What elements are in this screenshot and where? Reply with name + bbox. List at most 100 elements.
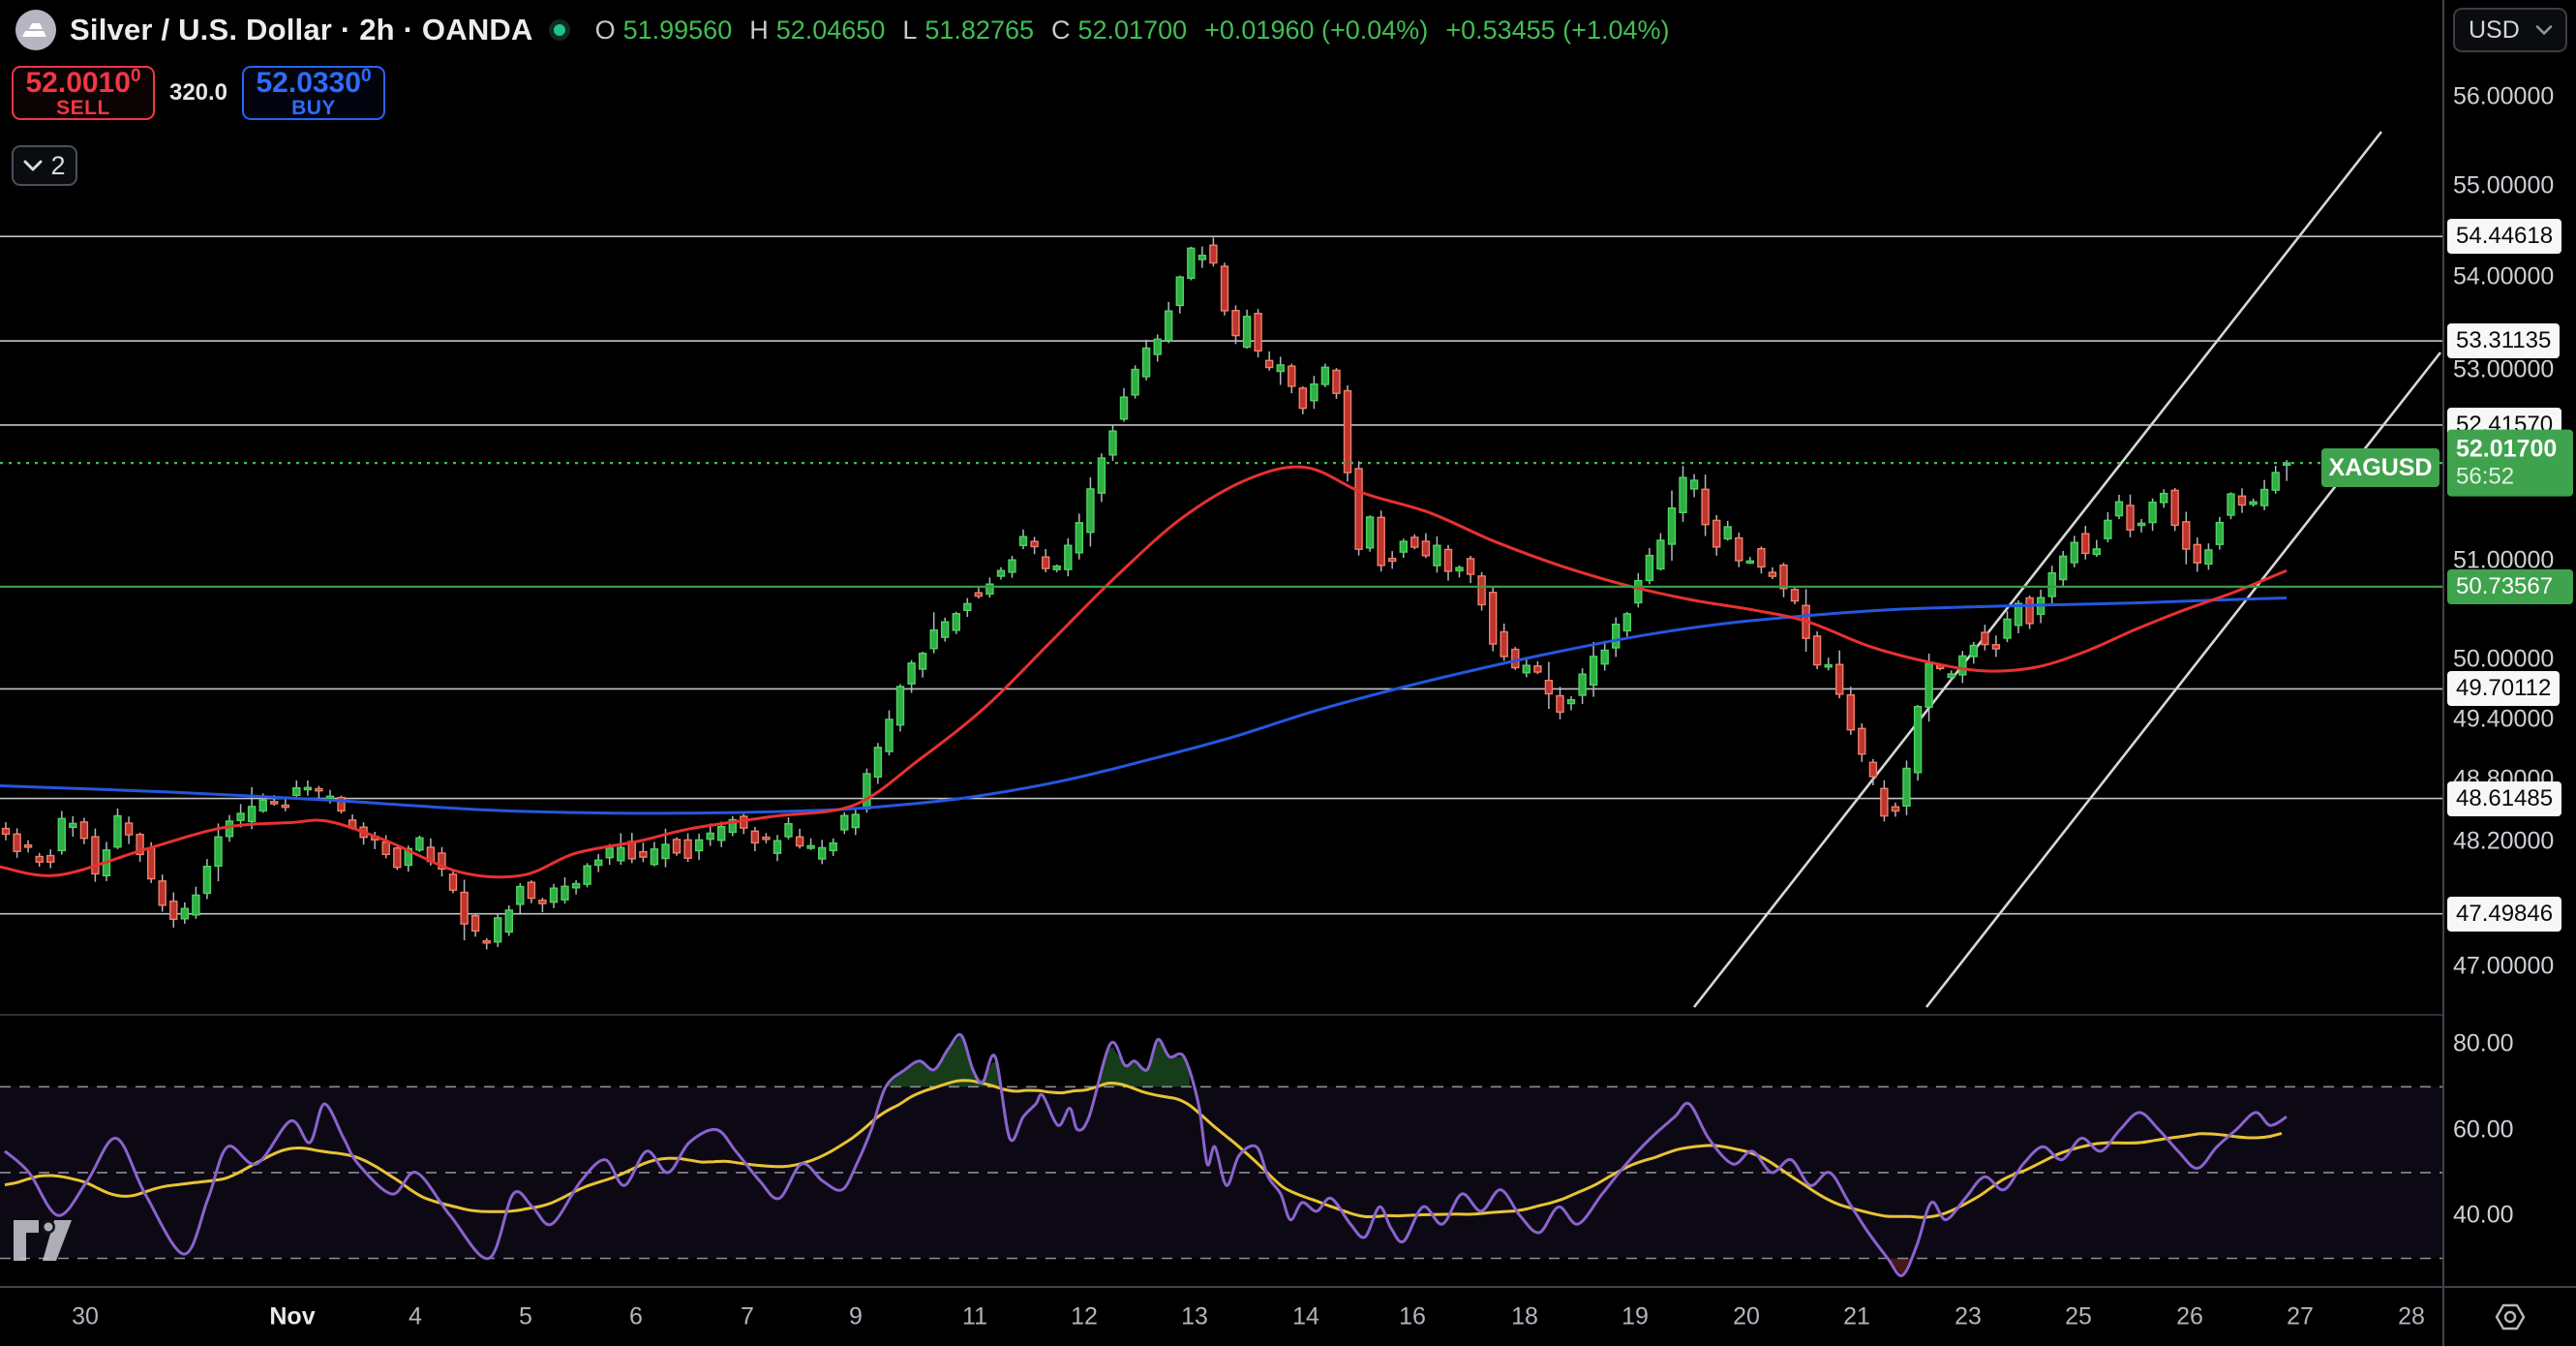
candle-down[interactable] <box>2237 495 2247 506</box>
candle-up[interactable] <box>1119 396 1129 420</box>
candle-down[interactable] <box>683 839 692 859</box>
candle-up[interactable] <box>1902 767 1911 807</box>
candle-up[interactable] <box>549 887 559 903</box>
candle-down[interactable] <box>13 833 21 852</box>
candle-up[interactable] <box>292 786 301 796</box>
candle-up[interactable] <box>2047 572 2056 597</box>
candle-up[interactable] <box>1913 706 1923 774</box>
candle-down[interactable] <box>270 801 279 805</box>
currency-selector[interactable]: USD <box>2453 8 2567 52</box>
candle-down[interactable] <box>393 847 402 869</box>
candle-up[interactable] <box>594 859 603 867</box>
candle-down[interactable] <box>1701 488 1710 526</box>
candle-up[interactable] <box>1645 554 1654 582</box>
price-level-badge[interactable]: 54.44618 <box>2447 219 2562 254</box>
candle-down[interactable] <box>1354 468 1363 550</box>
candle-up[interactable] <box>1320 366 1330 385</box>
candle-up[interactable] <box>650 848 659 866</box>
candle-up[interactable] <box>1824 663 1833 668</box>
candle-down[interactable] <box>1254 313 1262 352</box>
candle-down[interactable] <box>470 915 480 933</box>
candle-up[interactable] <box>929 629 938 650</box>
candle-down[interactable] <box>1041 556 1050 569</box>
candle-up[interactable] <box>661 843 670 860</box>
candle-down[interactable] <box>1288 365 1296 387</box>
candle-up[interactable] <box>1175 276 1185 307</box>
candle-up[interactable] <box>694 839 704 852</box>
candle-up[interactable] <box>1969 644 1979 658</box>
candle-up[interactable] <box>717 826 726 841</box>
candle-down[interactable] <box>1544 680 1554 695</box>
candle-down[interactable] <box>538 900 547 904</box>
candle-down[interactable] <box>136 834 144 856</box>
candle-up[interactable] <box>2114 501 2124 517</box>
candle-up[interactable] <box>2092 548 2102 556</box>
candle-down[interactable] <box>1533 665 1542 673</box>
candle-down[interactable] <box>482 939 491 944</box>
candle-up[interactable] <box>1365 516 1375 549</box>
candle-down[interactable] <box>35 855 44 863</box>
candle-up[interactable] <box>113 814 122 848</box>
candle-up[interactable] <box>2227 493 2235 516</box>
candle-up[interactable] <box>1723 526 1732 540</box>
candle-up[interactable] <box>1566 699 1576 705</box>
candle-up[interactable] <box>1153 338 1162 355</box>
rsi-line[interactable] <box>4 1032 2288 1277</box>
candle-down[interactable] <box>1511 648 1520 669</box>
candle-up[interactable] <box>617 846 625 862</box>
candle-up[interactable] <box>728 818 737 834</box>
candle-up[interactable] <box>1634 579 1643 604</box>
candle-up[interactable] <box>1924 662 1933 708</box>
candle-up[interactable] <box>985 583 994 596</box>
candle-up[interactable] <box>2204 549 2213 566</box>
candle-up[interactable] <box>180 907 190 920</box>
candle-down[interactable] <box>1030 540 1039 548</box>
candle-down[interactable] <box>2081 533 2090 555</box>
candle-up[interactable] <box>415 837 424 851</box>
candle-down[interactable] <box>381 841 390 856</box>
price-axis[interactable]: 56.00000 55.00000 54.44618 54.00000 53.31135… <box>2444 0 2576 1286</box>
trendline[interactable] <box>1692 131 2383 1008</box>
candle-down[interactable] <box>1343 389 1352 474</box>
candle-up[interactable] <box>1399 540 1409 553</box>
candle-down[interactable] <box>2170 489 2179 527</box>
candle-up[interactable] <box>1679 476 1687 514</box>
candle-down[interactable] <box>1991 644 2001 650</box>
symbol-price-line-label[interactable]: XAGUSD <box>2321 448 2440 487</box>
candle-down[interactable] <box>974 592 984 597</box>
price-level-badge[interactable]: 53.31135 <box>2447 323 2561 358</box>
buy-button[interactable]: 52.03300 BUY <box>242 66 385 120</box>
price-level-badge[interactable]: 47.49846 <box>2447 897 2562 932</box>
candle-down[interactable] <box>1981 631 1989 646</box>
candle-up[interactable] <box>1310 383 1318 402</box>
candle-up[interactable] <box>1108 430 1117 456</box>
candle-down[interactable] <box>1779 565 1788 590</box>
candle-up[interactable] <box>907 662 916 685</box>
candle-down[interactable] <box>1477 575 1486 606</box>
candle-down[interactable] <box>1466 558 1475 575</box>
candle-down[interactable] <box>1 827 11 836</box>
candle-up[interactable] <box>2271 472 2280 491</box>
candle-down[interactable] <box>1834 663 1844 695</box>
candle-down[interactable] <box>795 836 804 847</box>
candle-down[interactable] <box>1757 548 1766 568</box>
candle-up[interactable] <box>202 866 212 895</box>
candle-up[interactable] <box>1187 247 1196 279</box>
candle-down[interactable] <box>1231 310 1240 337</box>
candle-down[interactable] <box>1220 265 1229 312</box>
candle-up[interactable] <box>1433 544 1441 566</box>
candle-up[interactable] <box>236 812 245 821</box>
candle-down[interactable] <box>1790 589 1800 602</box>
candle-down[interactable] <box>91 836 100 875</box>
candle-up[interactable] <box>918 653 927 670</box>
candle-down[interactable] <box>1556 694 1564 714</box>
price-level-badge[interactable]: 49.70112 <box>2447 671 2561 706</box>
candle-down[interactable] <box>158 880 167 906</box>
candle-down[interactable] <box>1298 387 1308 410</box>
price-level-badge[interactable]: 48.61485 <box>2447 781 2562 816</box>
candle-up[interactable] <box>1131 368 1139 396</box>
candle-up[interactable] <box>1947 673 1955 679</box>
candle-up[interactable] <box>2249 501 2258 505</box>
ma-slow-line[interactable] <box>0 597 2288 815</box>
